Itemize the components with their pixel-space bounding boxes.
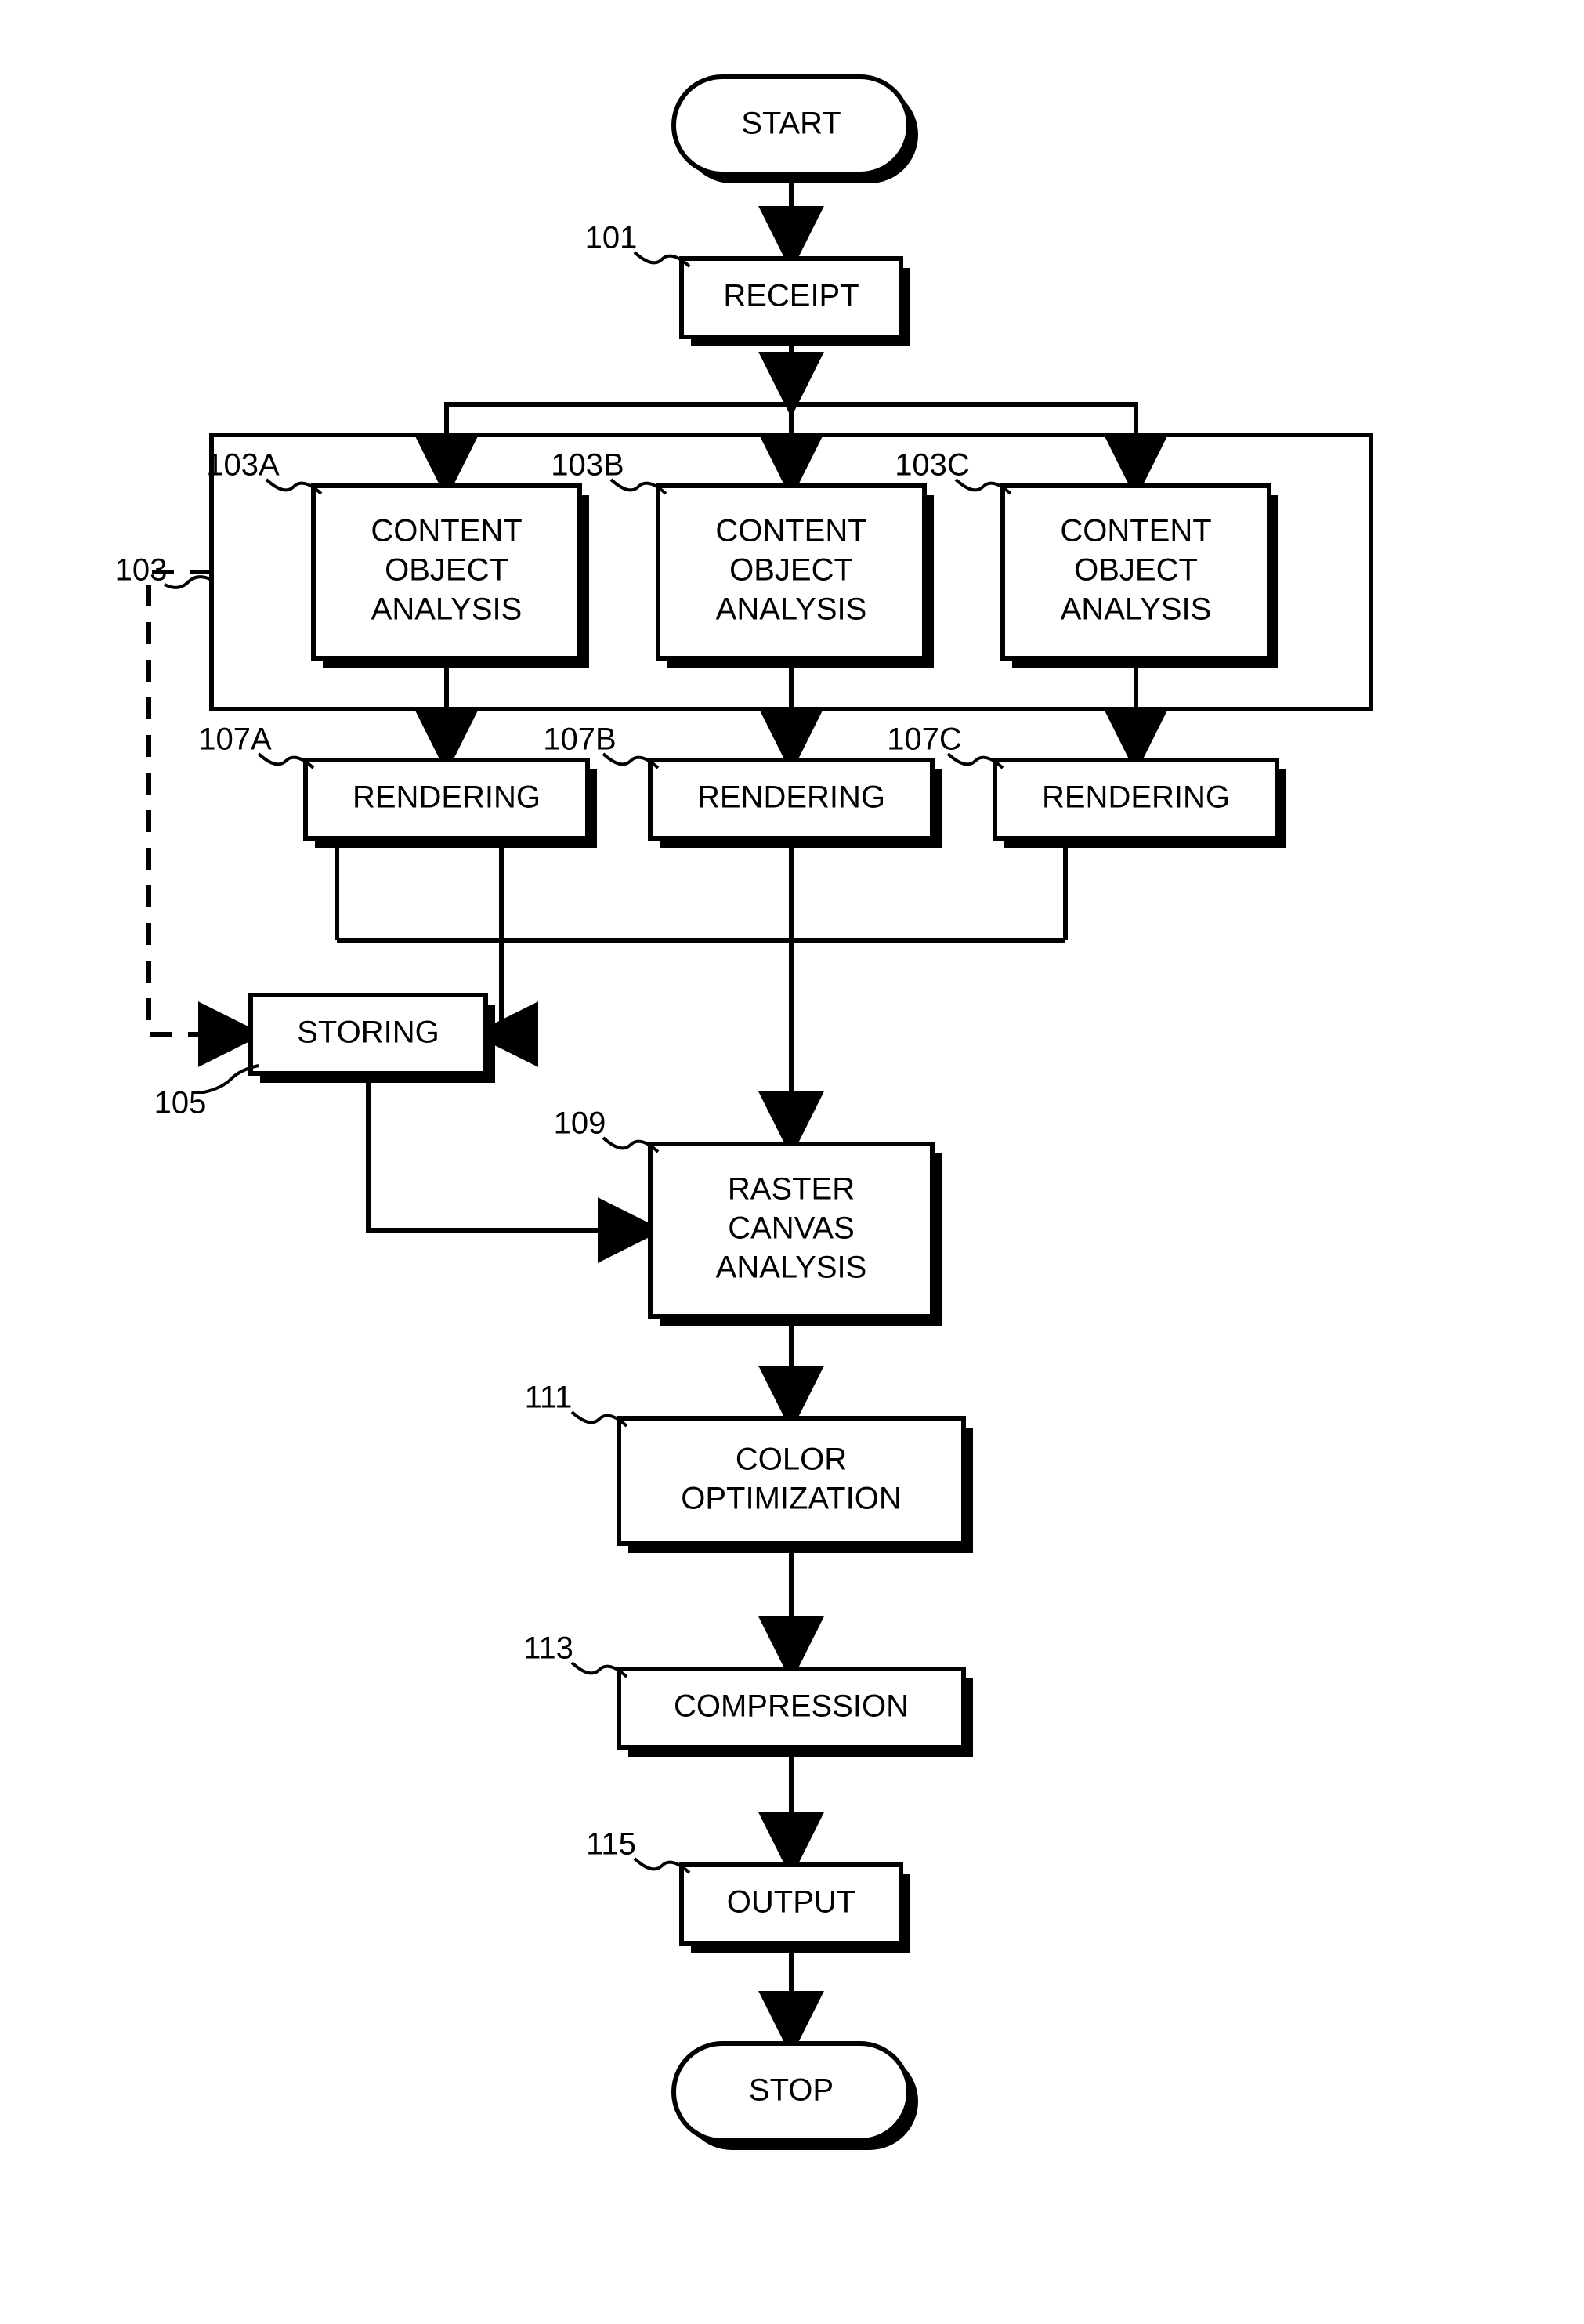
node-storing-label-0: STORING xyxy=(297,1015,439,1050)
ref-label-coa_a: 103A xyxy=(206,448,280,483)
node-color: COLOR OPTIMIZATION 111 xyxy=(525,1381,973,1553)
node-color-label-1: OPTIMIZATION xyxy=(681,1482,901,1516)
node-start-label-0: START xyxy=(741,107,841,141)
node-coa_c-label-2: ANALYSIS xyxy=(1061,592,1212,627)
ref-label-rend_c: 107C xyxy=(887,722,962,757)
node-rend_a: RENDERING 107A xyxy=(198,722,597,848)
node-raster: RASTER CANVAS ANALYSIS 109 xyxy=(554,1106,942,1326)
node-rend_a-label-0: RENDERING xyxy=(353,780,541,815)
node-compress: COMPRESSION 113 xyxy=(523,1631,973,1757)
ref-label-coa_c: 103C xyxy=(895,448,970,483)
ref-label-coa_b: 103B xyxy=(551,448,624,483)
node-raster-label-0: RASTER xyxy=(728,1172,855,1207)
node-coa_a: CONTENT OBJECT ANALYSIS 103A xyxy=(206,448,589,668)
node-receipt: RECEIPT 101 xyxy=(585,221,910,346)
node-coa_a-label-0: CONTENT xyxy=(371,514,522,548)
node-coa_c: CONTENT OBJECT ANALYSIS 103C xyxy=(895,448,1278,668)
node-start: START xyxy=(674,77,918,183)
ref-label-group103: 103 xyxy=(115,553,168,588)
ref-leader-group103 xyxy=(165,577,212,588)
node-stop: STOP xyxy=(674,2043,918,2150)
ref-label-receipt: 101 xyxy=(585,221,638,255)
node-output: OUTPUT 115 xyxy=(586,1827,910,1953)
node-rend_c: RENDERING 107C xyxy=(887,722,1286,848)
ref-label-compress: 113 xyxy=(523,1631,573,1666)
node-storing: STORING 105 xyxy=(154,995,495,1120)
node-coa_b-label-1: OBJECT xyxy=(729,553,853,588)
node-coa_b: CONTENT OBJECT ANALYSIS 103B xyxy=(551,448,934,668)
node-coa_c-label-1: OBJECT xyxy=(1074,553,1198,588)
node-stop-label-0: STOP xyxy=(749,2073,834,2108)
node-output-label-0: OUTPUT xyxy=(727,1885,855,1920)
ref-label-color: 111 xyxy=(525,1381,573,1415)
node-rend_c-label-0: RENDERING xyxy=(1042,780,1230,815)
node-rend_b: RENDERING 107B xyxy=(543,722,942,848)
node-coa_b-label-2: ANALYSIS xyxy=(716,592,867,627)
ref-label-rend_a: 107A xyxy=(198,722,272,757)
ref-label-rend_b: 107B xyxy=(543,722,616,757)
flowchart-svg: START RECEIPT 101 103 CONTENT OBJECT ANALYSIS 1… xyxy=(0,0,1584,2324)
node-coa_a-label-2: ANALYSIS xyxy=(371,592,523,627)
ref-label-raster: 109 xyxy=(554,1106,606,1141)
node-coa_a-label-1: OBJECT xyxy=(385,553,508,588)
node-receipt-label-0: RECEIPT xyxy=(723,279,859,313)
edge-15 xyxy=(368,1073,650,1230)
edge-20 xyxy=(149,572,251,1034)
ref-label-storing: 105 xyxy=(154,1086,207,1120)
node-rend_b-label-0: RENDERING xyxy=(697,780,885,815)
node-compress-label-0: COMPRESSION xyxy=(674,1689,909,1724)
node-raster-label-2: ANALYSIS xyxy=(716,1251,867,1285)
node-raster-label-1: CANVAS xyxy=(728,1211,855,1246)
ref-label-output: 115 xyxy=(586,1827,636,1862)
node-coa_b-label-0: CONTENT xyxy=(715,514,866,548)
node-coa_c-label-0: CONTENT xyxy=(1060,514,1211,548)
node-color-label-0: COLOR xyxy=(736,1443,847,1477)
